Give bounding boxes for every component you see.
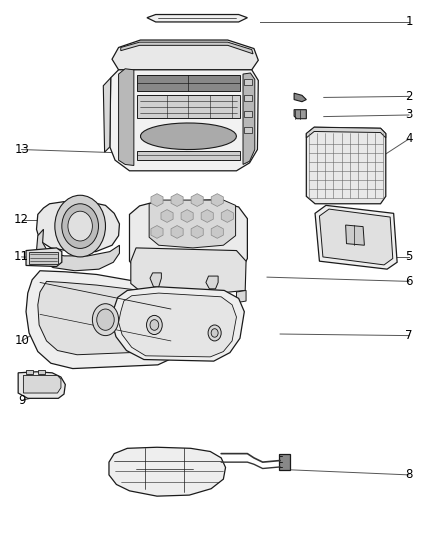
Polygon shape <box>244 79 252 85</box>
Polygon shape <box>211 193 223 206</box>
Polygon shape <box>294 93 306 102</box>
Polygon shape <box>38 370 45 374</box>
Text: 3: 3 <box>405 109 413 122</box>
Polygon shape <box>131 248 246 296</box>
Polygon shape <box>38 281 174 355</box>
Circle shape <box>62 204 99 248</box>
Polygon shape <box>147 14 247 22</box>
Circle shape <box>55 195 106 257</box>
Polygon shape <box>279 454 290 470</box>
Polygon shape <box>306 127 386 204</box>
Text: 6: 6 <box>405 275 413 288</box>
Text: 11: 11 <box>14 251 29 263</box>
Polygon shape <box>161 209 173 222</box>
Polygon shape <box>137 151 240 160</box>
Polygon shape <box>181 209 193 222</box>
Polygon shape <box>103 78 111 152</box>
Polygon shape <box>130 200 247 287</box>
Text: 8: 8 <box>405 469 413 481</box>
Polygon shape <box>110 70 258 171</box>
Polygon shape <box>211 225 223 238</box>
Polygon shape <box>244 95 252 101</box>
Polygon shape <box>26 370 33 374</box>
Polygon shape <box>29 252 58 264</box>
Polygon shape <box>294 110 306 119</box>
Polygon shape <box>151 225 163 238</box>
Polygon shape <box>109 447 226 496</box>
Polygon shape <box>136 296 145 306</box>
Polygon shape <box>315 205 397 269</box>
Polygon shape <box>26 248 62 266</box>
Text: 1: 1 <box>405 15 413 28</box>
Polygon shape <box>150 273 161 287</box>
Text: 4: 4 <box>405 132 413 146</box>
Text: 12: 12 <box>14 213 29 226</box>
Polygon shape <box>18 372 65 398</box>
Circle shape <box>150 320 159 330</box>
Polygon shape <box>137 95 240 118</box>
Polygon shape <box>112 40 258 70</box>
Polygon shape <box>137 75 240 91</box>
Polygon shape <box>221 209 233 222</box>
Circle shape <box>147 316 162 335</box>
Text: 13: 13 <box>14 143 29 156</box>
Polygon shape <box>171 193 183 206</box>
Text: 7: 7 <box>405 329 413 342</box>
Text: 2: 2 <box>405 90 413 103</box>
Polygon shape <box>244 111 252 117</box>
Circle shape <box>92 304 119 336</box>
Text: 10: 10 <box>14 334 29 348</box>
Polygon shape <box>191 225 203 238</box>
Polygon shape <box>191 193 203 206</box>
Polygon shape <box>149 200 236 248</box>
Text: 5: 5 <box>405 251 413 263</box>
Text: 9: 9 <box>18 394 25 407</box>
Polygon shape <box>23 375 61 393</box>
Polygon shape <box>121 42 253 54</box>
Polygon shape <box>36 201 120 252</box>
Polygon shape <box>201 209 213 222</box>
Polygon shape <box>119 293 237 357</box>
Polygon shape <box>141 123 237 150</box>
Polygon shape <box>237 290 246 303</box>
Polygon shape <box>319 209 393 265</box>
Polygon shape <box>112 287 244 361</box>
Polygon shape <box>243 73 255 165</box>
Polygon shape <box>119 69 134 165</box>
Circle shape <box>68 211 92 241</box>
Circle shape <box>208 325 221 341</box>
Polygon shape <box>26 271 183 368</box>
Polygon shape <box>151 193 163 206</box>
Polygon shape <box>206 276 218 289</box>
Polygon shape <box>306 127 386 138</box>
Polygon shape <box>197 297 210 306</box>
Circle shape <box>97 309 114 330</box>
Polygon shape <box>171 225 183 238</box>
Polygon shape <box>36 229 120 271</box>
Circle shape <box>211 329 218 337</box>
Polygon shape <box>346 225 364 245</box>
Polygon shape <box>244 127 252 133</box>
